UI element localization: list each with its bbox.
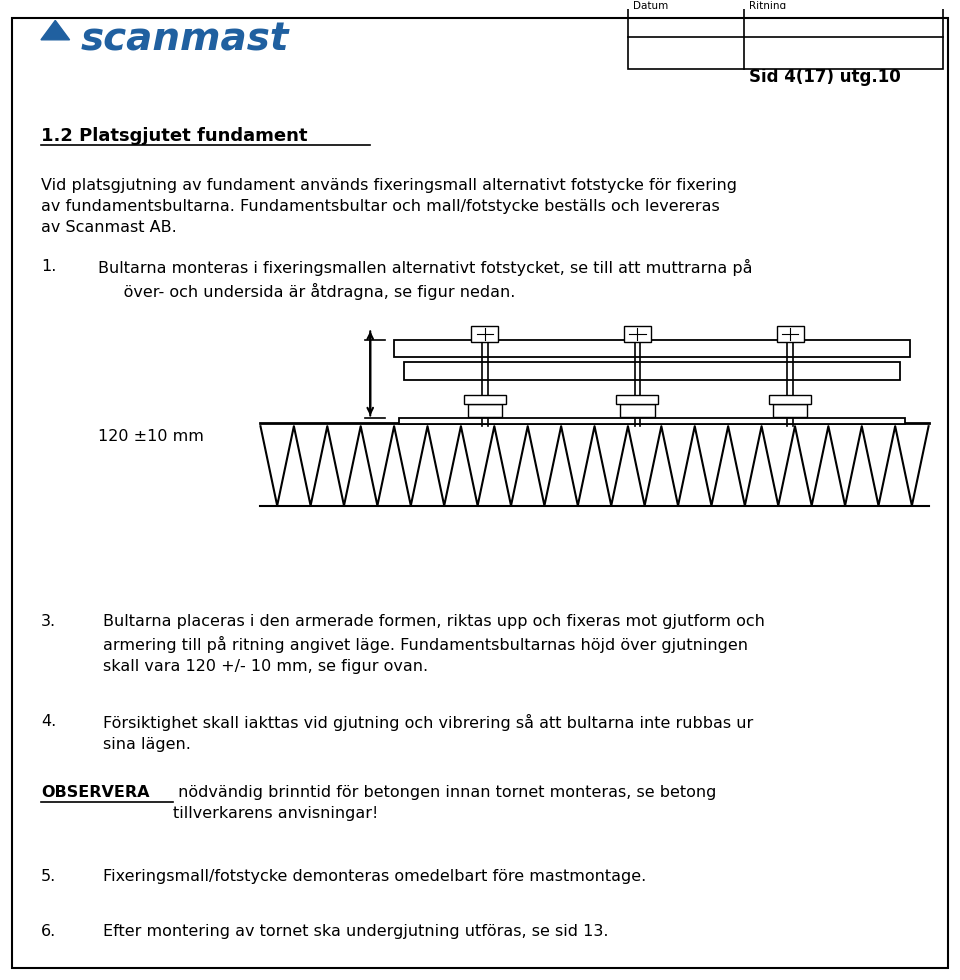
Bar xyxy=(624,326,651,342)
Text: Efter montering av tornet ska undergjutning utföras, se sid 13.: Efter montering av tornet ska undergjutn… xyxy=(103,924,609,939)
Text: OBSERVERA: OBSERVERA xyxy=(41,786,150,801)
Text: Datum: Datum xyxy=(633,1,668,11)
Text: Sid 4(17) utg.10: Sid 4(17) utg.10 xyxy=(749,68,901,86)
Text: 737709 sv: 737709 sv xyxy=(749,39,846,57)
Bar xyxy=(395,340,909,358)
Bar xyxy=(773,404,807,417)
Text: 120 ±10 mm: 120 ±10 mm xyxy=(98,429,204,444)
Bar xyxy=(620,404,655,417)
Text: Vid platsgjutning av fundament används fixeringsmall alternativt fotstycke för f: Vid platsgjutning av fundament används f… xyxy=(41,178,737,235)
Text: Fixeringsmall/fotstycke demonteras omedelbart före mastmontage.: Fixeringsmall/fotstycke demonteras omede… xyxy=(103,868,646,884)
Bar xyxy=(464,395,506,404)
Text: 4.: 4. xyxy=(41,713,57,729)
Bar xyxy=(468,404,502,417)
Bar xyxy=(471,326,498,342)
Bar xyxy=(769,395,811,404)
Text: 1.2 Platsgjutet fundament: 1.2 Platsgjutet fundament xyxy=(41,127,307,145)
Text: 5.: 5. xyxy=(41,868,57,884)
Bar xyxy=(403,363,900,379)
Text: Försiktighet skall iakttas vid gjutning och vibrering så att bultarna inte rubba: Försiktighet skall iakttas vid gjutning … xyxy=(103,713,754,752)
Text: 150316: 150316 xyxy=(633,39,702,57)
Text: 1.: 1. xyxy=(41,259,57,273)
Text: Bultarna monteras i fixeringsmallen alternativt fotstycket, se till att muttrarn: Bultarna monteras i fixeringsmallen alte… xyxy=(98,259,753,300)
Text: 6.: 6. xyxy=(41,924,57,939)
Text: nödvändig brinntid för betongen innan tornet monteras, se betong
tillverkarens a: nödvändig brinntid för betongen innan to… xyxy=(173,786,716,821)
Bar xyxy=(616,395,659,404)
Bar xyxy=(398,418,904,424)
Text: Bultarna placeras i den armerade formen, riktas upp och fixeras mot gjutform och: Bultarna placeras i den armerade formen,… xyxy=(103,614,765,674)
Text: Ritning: Ritning xyxy=(749,1,786,11)
Text: 3.: 3. xyxy=(41,614,56,629)
Bar xyxy=(777,326,804,342)
Text: scanmast: scanmast xyxy=(81,21,290,59)
Polygon shape xyxy=(41,21,69,40)
Bar xyxy=(628,0,943,69)
